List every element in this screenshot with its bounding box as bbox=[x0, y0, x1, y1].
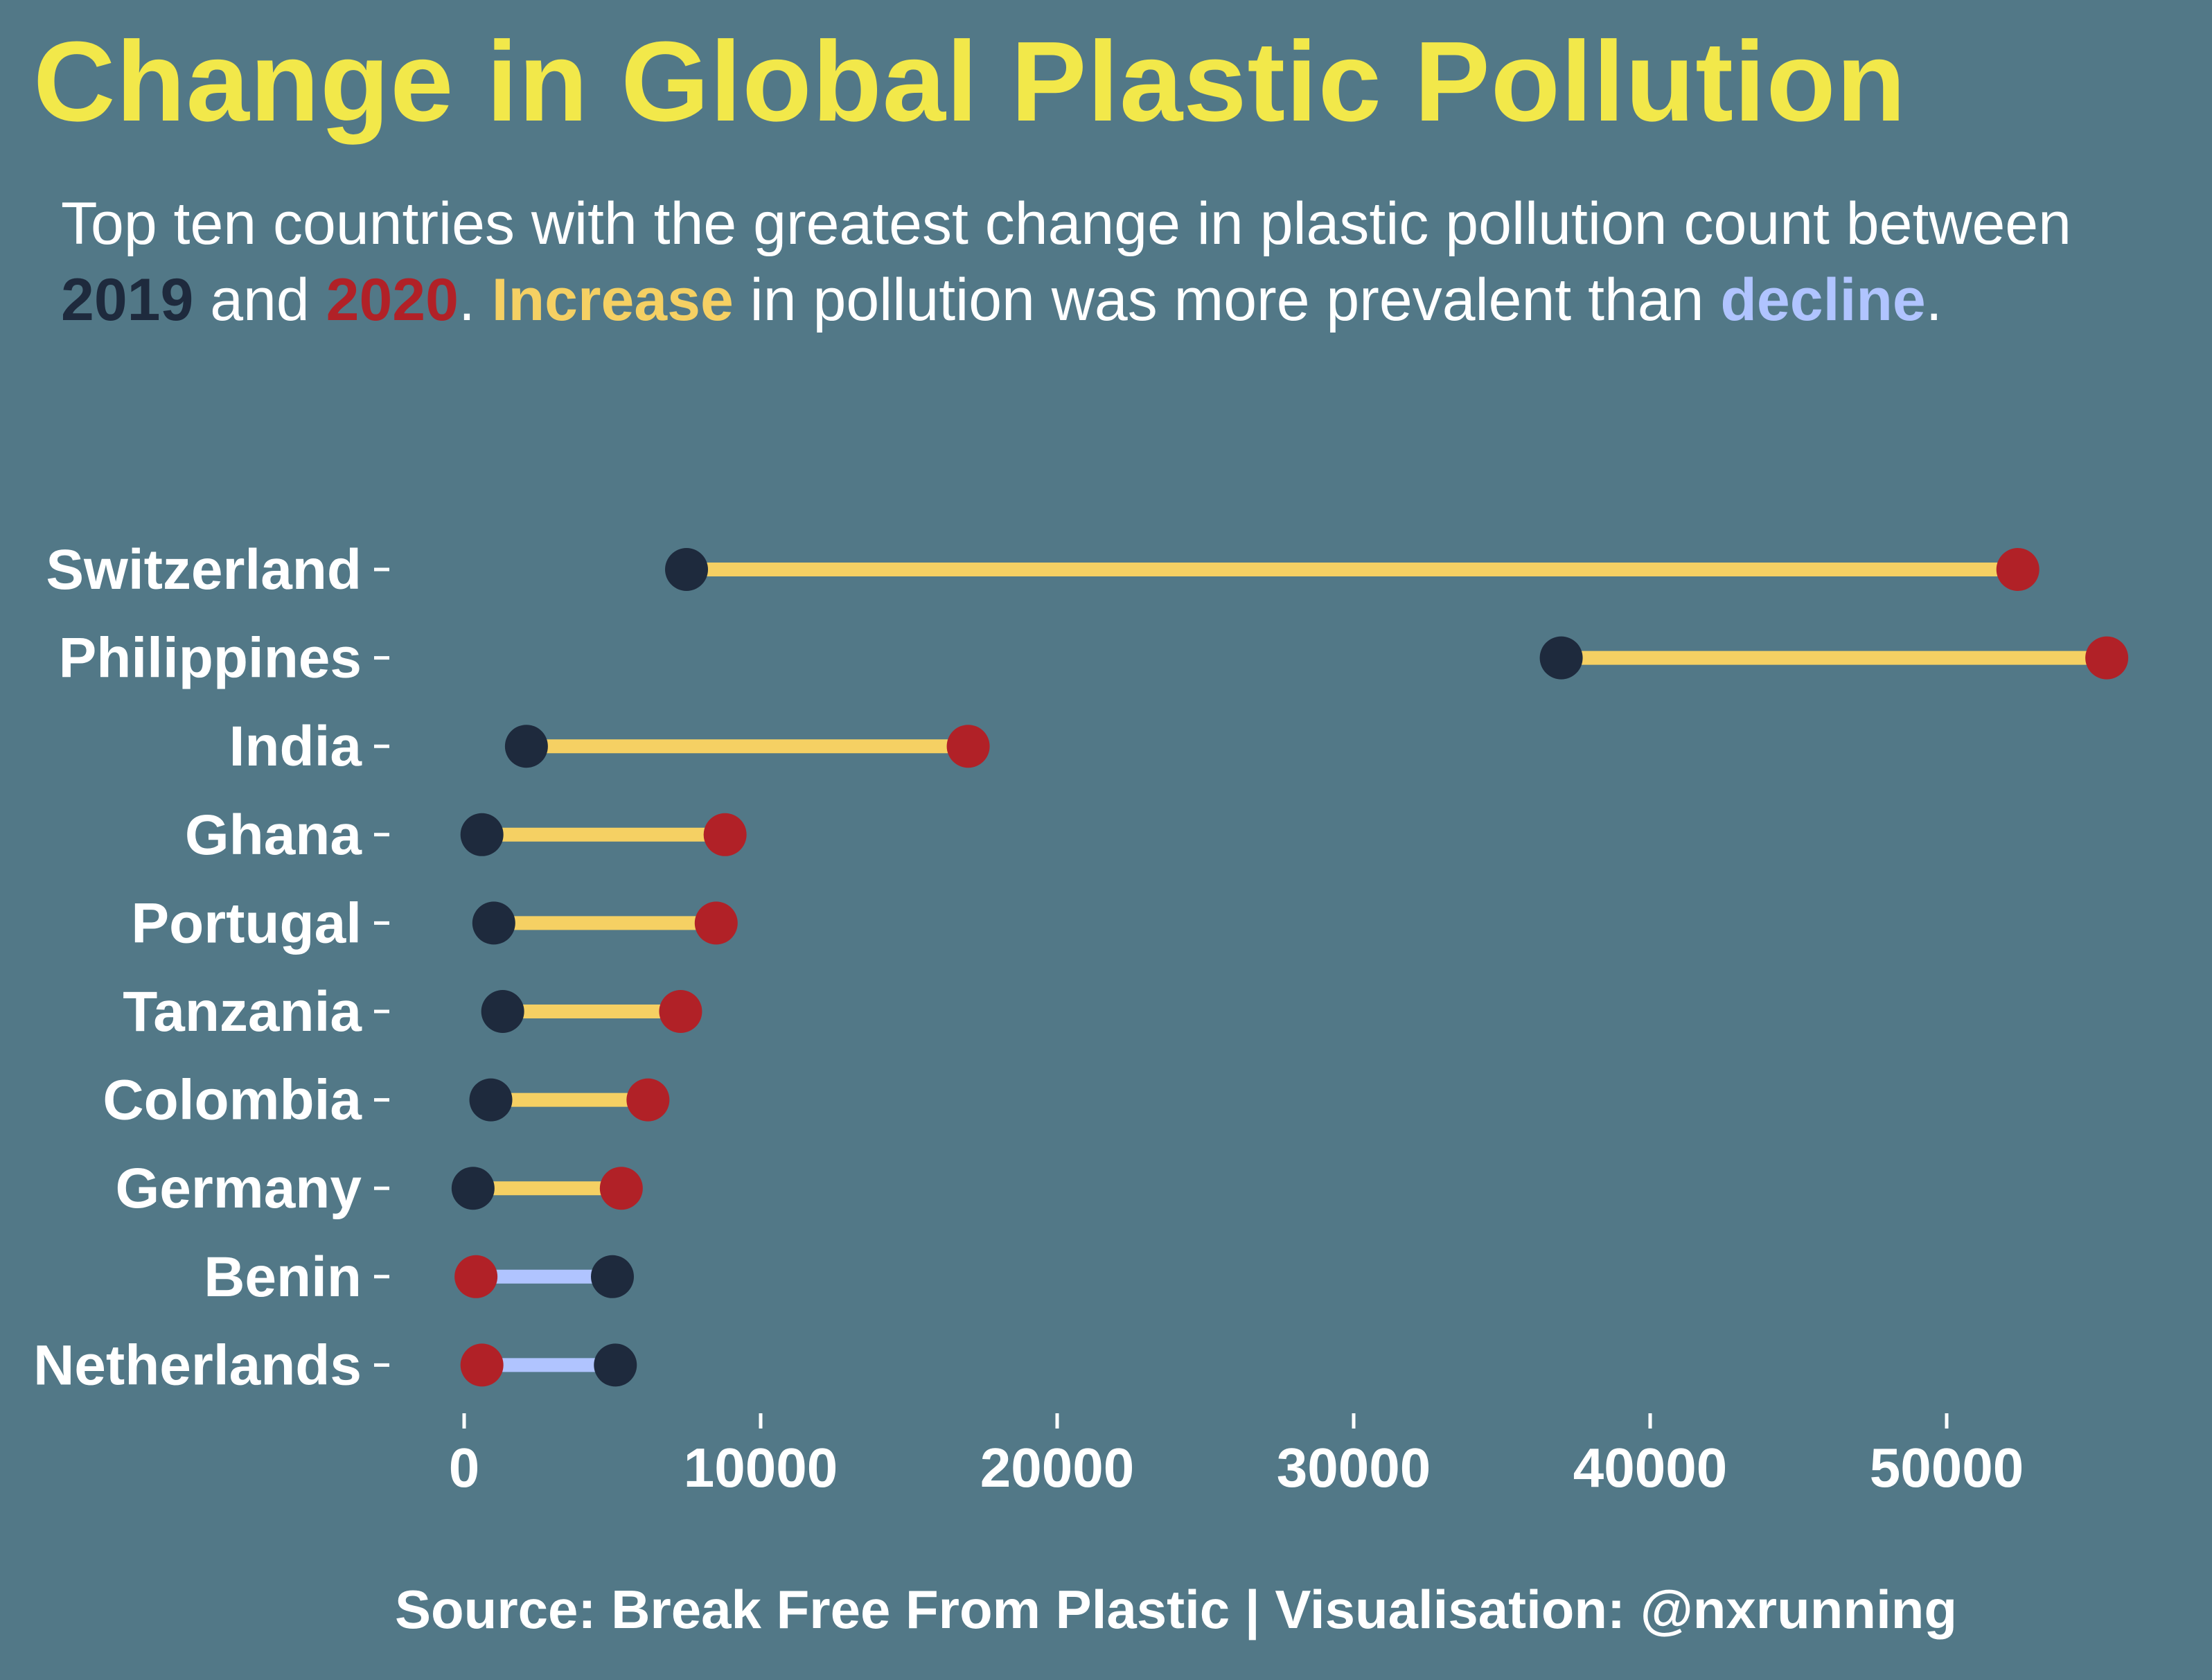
x-tick-label: 0 bbox=[449, 1437, 480, 1498]
y-axis: Switzerland Philippines India Ghana Portugal… bbox=[33, 538, 389, 1397]
y-tick-label: India bbox=[229, 715, 363, 778]
dot-2020 bbox=[599, 1167, 643, 1210]
dot-2020 bbox=[703, 813, 747, 856]
dumbbell-dots bbox=[451, 548, 2129, 1387]
subtitle-year-2020: 2020 bbox=[326, 267, 459, 333]
dot-2019 bbox=[481, 990, 524, 1033]
subtitle-text-4: in pollution was more prevalent than bbox=[733, 267, 1721, 333]
dot-2020 bbox=[460, 1343, 504, 1387]
dot-2019 bbox=[469, 1078, 513, 1122]
dot-2019 bbox=[1539, 636, 1583, 680]
dot-2020 bbox=[1996, 548, 2040, 591]
subtitle-year-2019: 2019 bbox=[61, 267, 194, 333]
x-tick-label: 20000 bbox=[980, 1437, 1134, 1498]
dot-2020 bbox=[659, 990, 702, 1033]
y-tick-label: Philippines bbox=[59, 627, 362, 690]
y-tick-label: Germany bbox=[115, 1157, 362, 1220]
y-tick-label: Colombia bbox=[103, 1069, 362, 1132]
y-tick-label: Tanzania bbox=[123, 980, 362, 1043]
dot-2019 bbox=[451, 1167, 495, 1210]
x-tick-label: 30000 bbox=[1277, 1437, 1431, 1498]
dot-2019 bbox=[665, 548, 708, 591]
dot-2020 bbox=[946, 725, 990, 768]
chart-subtitle: Top ten countries with the greatest chan… bbox=[61, 186, 2174, 338]
dot-2020 bbox=[454, 1255, 498, 1298]
dot-2019 bbox=[504, 725, 548, 768]
dumbbell-segments bbox=[472, 563, 2107, 1372]
y-tick-label: Ghana bbox=[185, 804, 363, 867]
subtitle-text-2: and bbox=[193, 267, 326, 333]
subtitle-increase: Increase bbox=[491, 267, 734, 333]
x-tick-label: 10000 bbox=[684, 1437, 838, 1498]
y-tick-label: Switzerland bbox=[46, 538, 362, 601]
subtitle-decline: decline bbox=[1720, 267, 1926, 333]
y-tick-label: Benin bbox=[204, 1246, 362, 1309]
dot-2019 bbox=[594, 1343, 637, 1387]
x-tick-label: 50000 bbox=[1870, 1437, 2024, 1498]
dot-2019 bbox=[591, 1255, 634, 1298]
dot-2019 bbox=[472, 901, 515, 945]
dot-2020 bbox=[694, 901, 738, 945]
x-axis: 0 10000 20000 30000 40000 50000 bbox=[449, 1413, 2024, 1498]
dot-2020 bbox=[626, 1078, 670, 1122]
y-tick-label: Portugal bbox=[131, 892, 362, 955]
y-tick-label: Netherlands bbox=[33, 1334, 362, 1397]
subtitle-text-5: . bbox=[1925, 267, 1943, 333]
chart-caption: Source: Break Free From Plastic | Visual… bbox=[395, 1579, 1958, 1640]
x-tick-label: 40000 bbox=[1573, 1437, 1727, 1498]
dot-2020 bbox=[2085, 636, 2129, 680]
dot-2019 bbox=[460, 813, 504, 856]
subtitle-text-1: Top ten countries with the greatest chan… bbox=[61, 191, 2071, 257]
subtitle-text-3: . bbox=[458, 267, 492, 333]
chart-title: Change in Global Plastic Pollution bbox=[33, 18, 1906, 145]
